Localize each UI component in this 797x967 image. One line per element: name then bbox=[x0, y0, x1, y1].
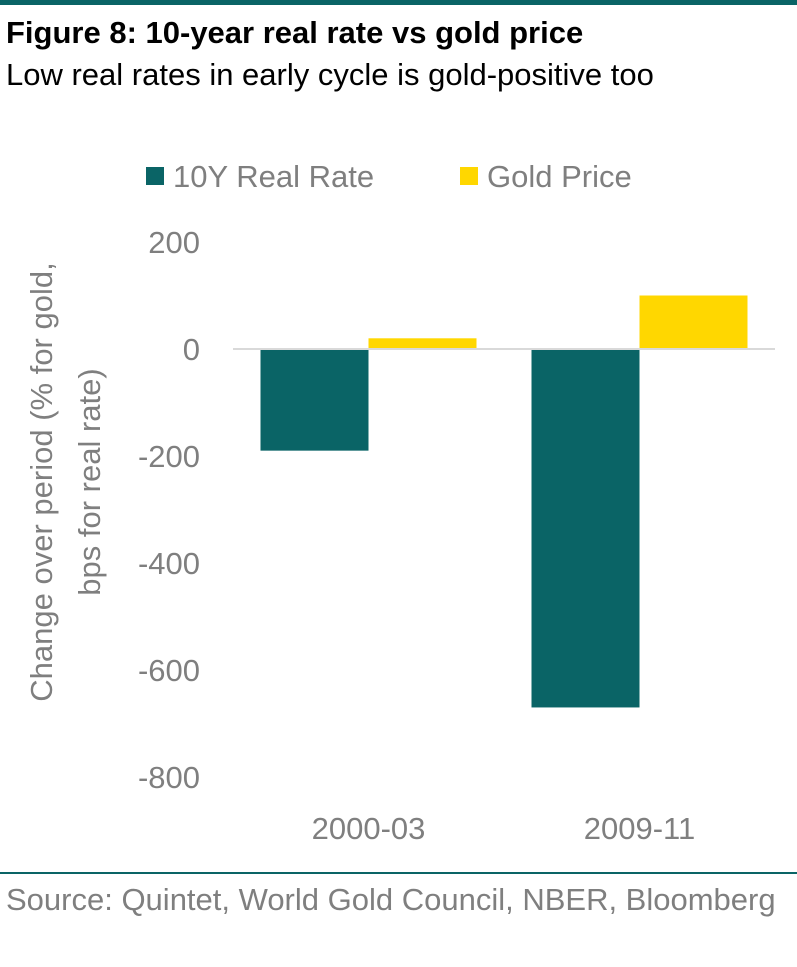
bar-chart: 10Y Real Rate Gold Price Change over per… bbox=[24, 159, 775, 846]
figure-title: Figure 8: 10-year real rate vs gold pric… bbox=[6, 15, 584, 50]
plot-area: 200 0 -200 -400 -600 -800 2000-03 2009-11 bbox=[138, 225, 775, 846]
legend-label-real-rate: 10Y Real Rate bbox=[173, 159, 374, 194]
y-tick-label: -800 bbox=[138, 760, 200, 795]
y-tick-label: -400 bbox=[138, 546, 200, 581]
figure-subtitle: Low real rates in early cycle is gold-po… bbox=[6, 57, 654, 92]
source-note: Source: Quintet, World Gold Council, NBE… bbox=[6, 882, 776, 917]
bar-gold-2009-11 bbox=[639, 295, 748, 349]
y-tick-label: -200 bbox=[138, 439, 200, 474]
legend: 10Y Real Rate Gold Price bbox=[146, 159, 632, 194]
y-axis-title-line-1: Change over period (% for gold, bbox=[24, 262, 59, 701]
x-tick-label: 2009-11 bbox=[584, 811, 695, 846]
legend-label-gold: Gold Price bbox=[487, 159, 632, 194]
legend-swatch-gold bbox=[460, 167, 478, 185]
y-tick-label: 200 bbox=[148, 225, 200, 260]
bottom-rule bbox=[0, 872, 797, 874]
top-rule bbox=[0, 0, 797, 5]
y-tick-label: -600 bbox=[138, 653, 200, 688]
legend-swatch-real-rate bbox=[146, 167, 164, 185]
x-tick-label: 2000-03 bbox=[312, 811, 426, 846]
y-tick-label: 0 bbox=[183, 332, 200, 367]
bar-real-rate-2009-11 bbox=[531, 349, 640, 708]
y-axis-title-line-2: bps for real rate) bbox=[72, 368, 107, 595]
bar-gold-2000-03 bbox=[368, 338, 477, 349]
bar-real-rate-2000-03 bbox=[260, 349, 369, 451]
